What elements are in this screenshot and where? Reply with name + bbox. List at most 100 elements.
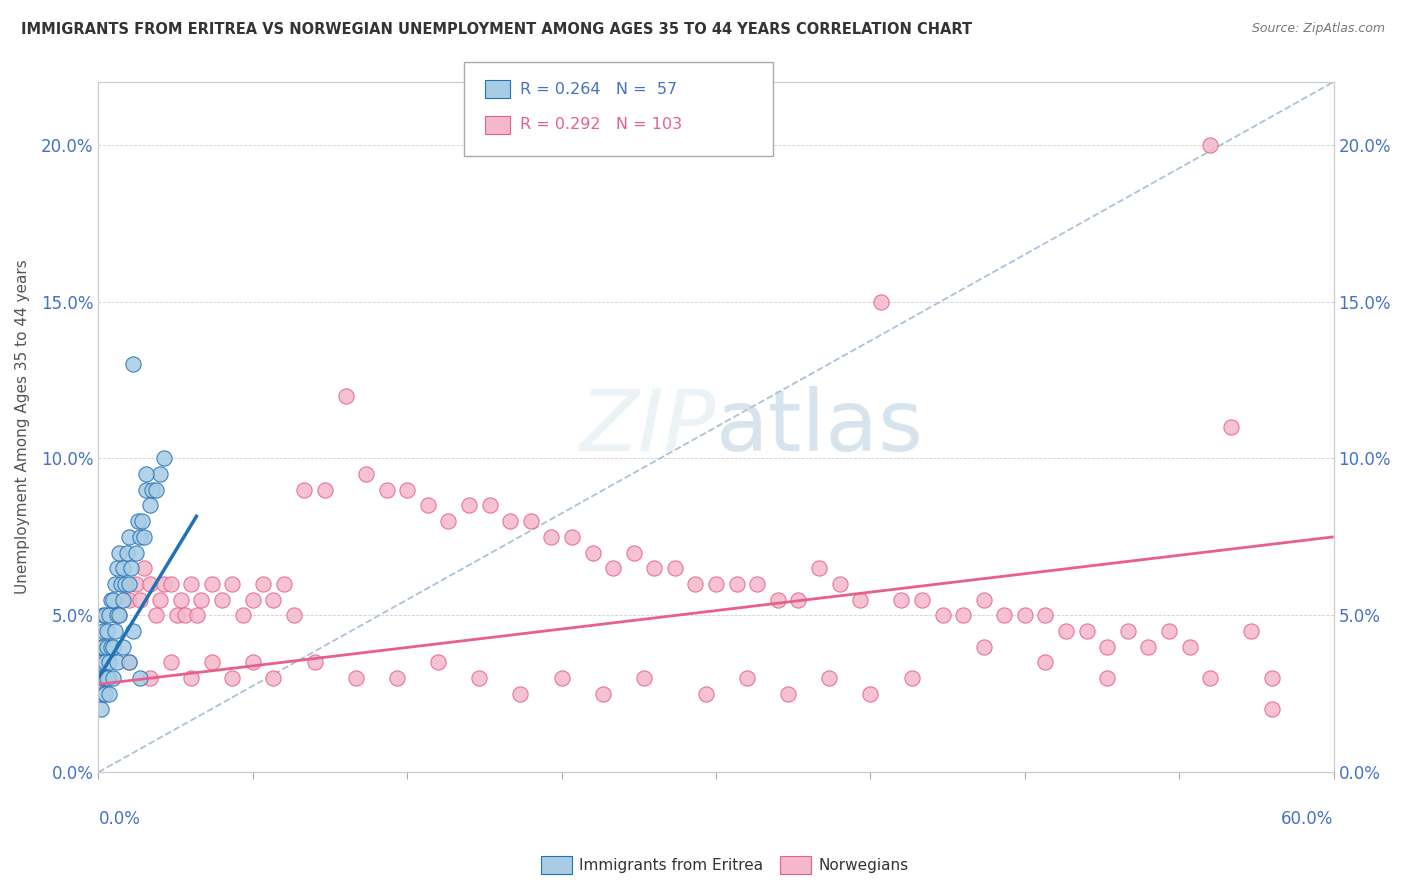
Point [180, 577, 202, 591]
Point [108, 608, 131, 623]
Point [1035, 608, 1057, 623]
Point [96, 624, 118, 638]
Text: 0.0%: 0.0% [98, 810, 141, 828]
Point [149, 467, 172, 481]
Point [139, 671, 162, 685]
Point [1178, 640, 1201, 654]
Point [141, 483, 163, 497]
Point [118, 577, 141, 591]
Point [828, 577, 851, 591]
Point [90, 656, 112, 670]
Point [1261, 702, 1284, 716]
Point [1116, 624, 1139, 638]
Point [91, 671, 114, 685]
Point [91, 608, 114, 623]
Point [973, 592, 995, 607]
Point [90, 702, 112, 716]
Point [174, 608, 197, 623]
Point [335, 389, 357, 403]
Point [93, 656, 115, 670]
Point [104, 624, 127, 638]
Point [704, 577, 727, 591]
Point [105, 608, 128, 623]
Point [1035, 656, 1057, 670]
Point [135, 483, 157, 497]
Point [747, 577, 769, 591]
Point [101, 671, 124, 685]
Point [149, 592, 172, 607]
Point [993, 608, 1015, 623]
Point [128, 592, 150, 607]
Point [91, 640, 114, 654]
Point [93, 608, 115, 623]
Point [90, 640, 112, 654]
Point [849, 592, 872, 607]
Point [104, 577, 127, 591]
Point [131, 514, 153, 528]
Point [211, 592, 233, 607]
Point [108, 545, 131, 559]
Point [952, 608, 974, 623]
Point [520, 514, 543, 528]
Point [818, 671, 841, 685]
Point [201, 656, 224, 670]
Point [145, 483, 167, 497]
Point [354, 467, 377, 481]
Point [540, 530, 562, 544]
Point [931, 608, 953, 623]
Point [1219, 420, 1241, 434]
Point [396, 483, 419, 497]
Point [890, 592, 912, 607]
Point [132, 530, 155, 544]
Point [561, 530, 583, 544]
Point [1199, 137, 1222, 152]
Point [1076, 624, 1098, 638]
Point [159, 656, 181, 670]
Point [602, 561, 624, 575]
Point [97, 608, 120, 623]
Point [153, 451, 176, 466]
Text: atlas: atlas [716, 385, 924, 468]
Point [437, 514, 460, 528]
Point [581, 545, 603, 559]
Point [139, 499, 162, 513]
Point [1157, 624, 1180, 638]
Point [807, 561, 830, 575]
Point [139, 577, 162, 591]
Point [190, 592, 212, 607]
Point [262, 671, 284, 685]
Point [97, 687, 120, 701]
Point [112, 640, 135, 654]
Point [97, 671, 120, 685]
Point [105, 656, 128, 670]
Point [145, 608, 167, 623]
Point [725, 577, 748, 591]
Point [132, 561, 155, 575]
Point [128, 530, 150, 544]
Point [314, 483, 336, 497]
Point [120, 561, 142, 575]
Point [385, 671, 408, 685]
Point [118, 656, 141, 670]
Point [592, 687, 614, 701]
Point [262, 592, 284, 607]
Point [685, 577, 707, 591]
Point [159, 577, 181, 591]
Point [900, 671, 922, 685]
Point [90, 671, 112, 685]
Point [91, 624, 114, 638]
Point [118, 656, 141, 670]
Point [96, 640, 118, 654]
Point [101, 592, 124, 607]
Point [550, 671, 572, 685]
Text: Immigrants from Eritrea: Immigrants from Eritrea [579, 858, 763, 872]
Point [973, 640, 995, 654]
Point [112, 577, 135, 591]
Point [1054, 624, 1077, 638]
Point [221, 577, 243, 591]
Point [201, 577, 224, 591]
Point [186, 608, 208, 623]
Point [1014, 608, 1036, 623]
Point [242, 592, 264, 607]
Point [128, 671, 150, 685]
